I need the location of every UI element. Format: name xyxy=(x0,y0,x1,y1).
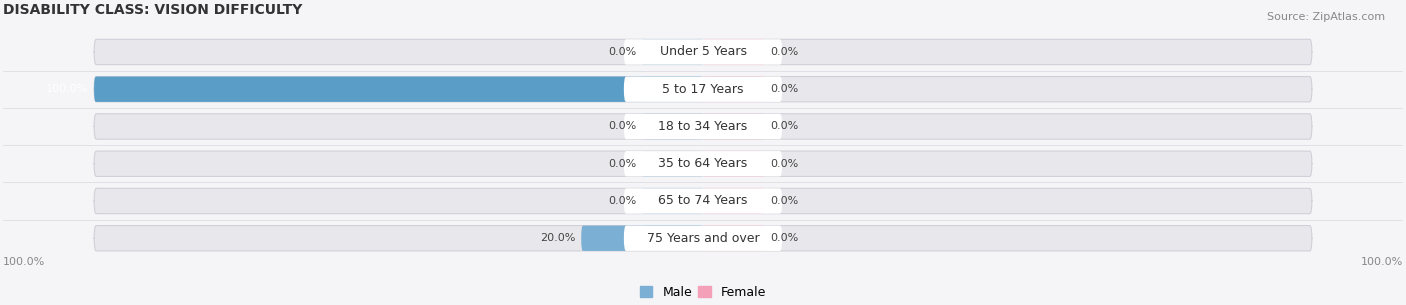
Text: 100.0%: 100.0% xyxy=(1361,257,1403,267)
Text: 18 to 34 Years: 18 to 34 Years xyxy=(658,120,748,133)
Text: 0.0%: 0.0% xyxy=(770,121,799,131)
Text: 0.0%: 0.0% xyxy=(770,159,799,169)
FancyBboxPatch shape xyxy=(624,77,782,102)
FancyBboxPatch shape xyxy=(703,114,763,139)
Text: 0.0%: 0.0% xyxy=(770,47,799,57)
Text: DISABILITY CLASS: VISION DIFFICULTY: DISABILITY CLASS: VISION DIFFICULTY xyxy=(3,2,302,16)
FancyBboxPatch shape xyxy=(643,226,703,251)
FancyBboxPatch shape xyxy=(624,188,782,214)
Text: 100.0%: 100.0% xyxy=(3,257,45,267)
Text: 0.0%: 0.0% xyxy=(607,159,636,169)
Text: 0.0%: 0.0% xyxy=(607,121,636,131)
FancyBboxPatch shape xyxy=(94,114,1312,139)
Text: Source: ZipAtlas.com: Source: ZipAtlas.com xyxy=(1267,12,1385,22)
Text: 20.0%: 20.0% xyxy=(540,233,575,243)
Text: 0.0%: 0.0% xyxy=(607,47,636,57)
FancyBboxPatch shape xyxy=(624,114,782,139)
Text: 100.0%: 100.0% xyxy=(46,84,89,94)
Text: 35 to 64 Years: 35 to 64 Years xyxy=(658,157,748,170)
FancyBboxPatch shape xyxy=(624,39,782,65)
FancyBboxPatch shape xyxy=(703,77,763,102)
FancyBboxPatch shape xyxy=(94,77,1312,102)
Text: 65 to 74 Years: 65 to 74 Years xyxy=(658,195,748,207)
FancyBboxPatch shape xyxy=(643,77,703,102)
FancyBboxPatch shape xyxy=(703,188,763,214)
FancyBboxPatch shape xyxy=(94,226,1312,251)
Text: 5 to 17 Years: 5 to 17 Years xyxy=(662,83,744,96)
FancyBboxPatch shape xyxy=(94,151,1312,176)
FancyBboxPatch shape xyxy=(643,114,703,139)
FancyBboxPatch shape xyxy=(94,39,1312,65)
FancyBboxPatch shape xyxy=(624,226,782,251)
Text: Under 5 Years: Under 5 Years xyxy=(659,45,747,59)
FancyBboxPatch shape xyxy=(624,151,782,176)
FancyBboxPatch shape xyxy=(643,151,703,176)
FancyBboxPatch shape xyxy=(703,226,763,251)
Legend: Male, Female: Male, Female xyxy=(636,281,770,304)
Text: 0.0%: 0.0% xyxy=(770,196,799,206)
Text: 0.0%: 0.0% xyxy=(607,196,636,206)
FancyBboxPatch shape xyxy=(643,39,703,65)
FancyBboxPatch shape xyxy=(94,188,1312,214)
FancyBboxPatch shape xyxy=(703,151,763,176)
Text: 75 Years and over: 75 Years and over xyxy=(647,232,759,245)
Text: 0.0%: 0.0% xyxy=(770,84,799,94)
FancyBboxPatch shape xyxy=(643,188,703,214)
FancyBboxPatch shape xyxy=(703,39,763,65)
FancyBboxPatch shape xyxy=(581,226,703,251)
Text: 0.0%: 0.0% xyxy=(770,233,799,243)
FancyBboxPatch shape xyxy=(94,77,703,102)
